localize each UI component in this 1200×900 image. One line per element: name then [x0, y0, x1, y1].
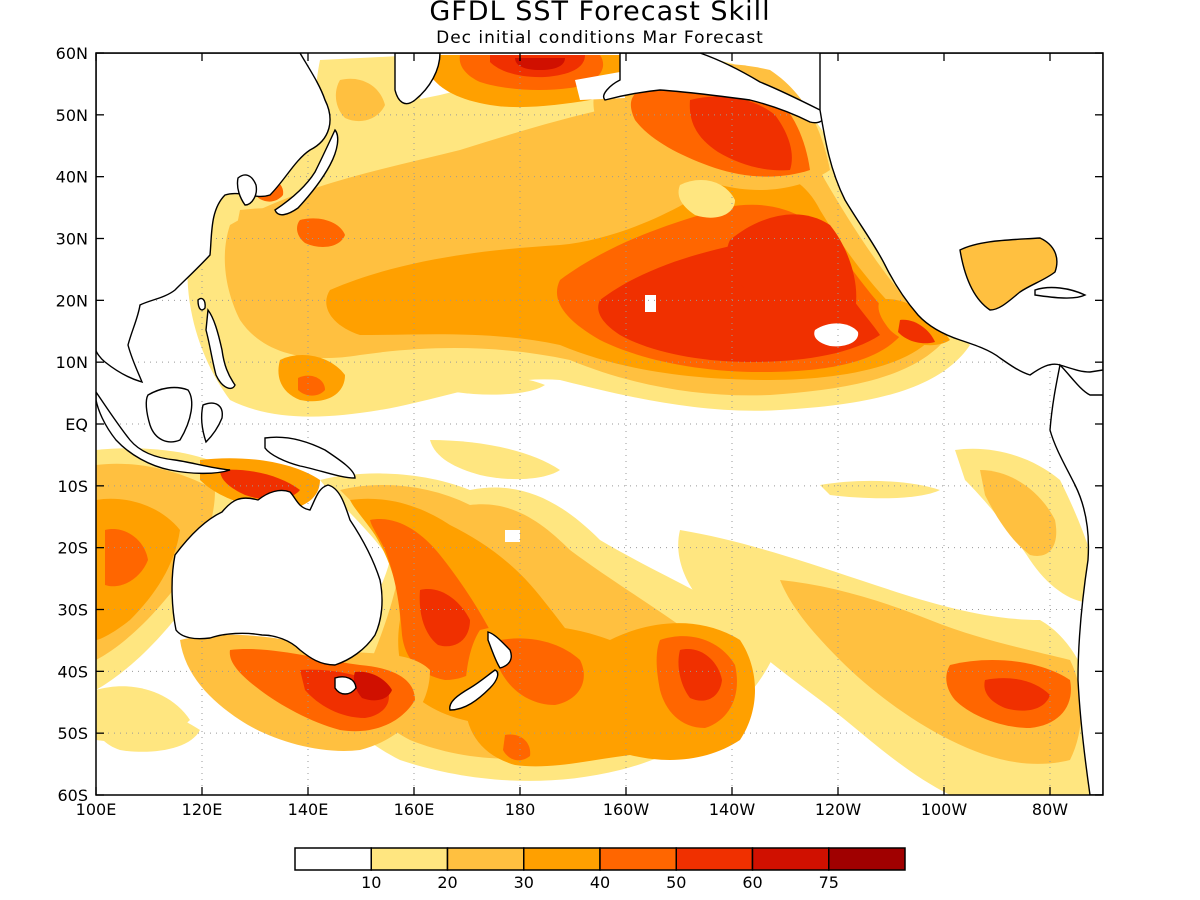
longitude-axis: 100E 120E 140E 160E 180 160W 140W 120W 100W 80W — [76, 53, 1068, 819]
taiwan-land — [197, 297, 206, 311]
lat-tick-label: 40N — [56, 168, 88, 187]
lon-tick-label: 140E — [288, 800, 329, 819]
asia-mainland-land — [96, 53, 331, 384]
japan-land — [274, 128, 339, 216]
philippines-land — [205, 308, 236, 390]
lat-tick-label: 30S — [57, 601, 88, 620]
lon-tick-label: 160W — [603, 800, 650, 819]
skill-contour-fields — [96, 55, 1103, 795]
lat-tick-label: 60S — [57, 786, 88, 805]
colorbar-swatch — [828, 847, 906, 871]
lon-tick-label: 120W — [815, 800, 862, 819]
colorbar-label: 20 — [437, 873, 457, 892]
continent-outlines — [96, 53, 1103, 795]
colorbar-swatch — [675, 847, 754, 871]
lat-tick-label: 50S — [57, 724, 88, 743]
lon-tick-label: 160E — [394, 800, 435, 819]
australia-land — [171, 484, 383, 666]
colorbar-swatch — [751, 847, 830, 871]
colorbar-swatch — [370, 847, 449, 871]
colorbar-label: 75 — [819, 873, 839, 892]
equatorial-skill-field — [430, 375, 940, 499]
chart-title: GFDL SST Forecast Skill — [429, 0, 771, 27]
lon-tick-label: 140W — [709, 800, 756, 819]
lon-tick-label: 100E — [76, 800, 117, 819]
south-pacific-skill-field — [465, 623, 755, 767]
lat-tick-label: EQ — [65, 415, 88, 434]
colorbar-label: 60 — [742, 873, 762, 892]
southeast-pacific-skill-field — [678, 448, 1103, 795]
new-zealand-north-land — [487, 631, 512, 669]
lat-tick-label: 10S — [57, 477, 88, 496]
colorbar-label: 30 — [514, 873, 534, 892]
colorbar-swatch — [523, 847, 601, 871]
colorbar-swatch — [446, 847, 525, 871]
new-guinea-land — [264, 436, 356, 479]
sulawesi-land — [200, 402, 223, 444]
colorbar: 10 20 30 40 50 60 75 — [294, 847, 906, 892]
lon-tick-label: 100W — [921, 800, 968, 819]
sumatra-java-land — [96, 390, 231, 475]
lon-tick-label: 180 — [505, 800, 536, 819]
colorbar-swatch — [599, 847, 677, 871]
lon-tick-label: 120E — [182, 800, 223, 819]
new-zealand-south-land — [449, 669, 499, 711]
borneo-land — [145, 386, 193, 443]
colorbar-swatch — [294, 847, 372, 871]
lat-tick-label: 30N — [56, 230, 88, 249]
south-america-land — [1049, 363, 1103, 795]
korea-land — [236, 174, 258, 206]
alaska-land — [603, 53, 825, 124]
cuba-land — [1034, 286, 1087, 299]
colorbar-label: 50 — [666, 873, 686, 892]
lat-tick-label: 50N — [56, 106, 88, 125]
chart-subtitle: Dec initial conditions Mar Forecast — [436, 28, 764, 48]
kamchatka-land — [394, 53, 441, 105]
lat-tick-label: 20S — [57, 539, 88, 558]
lat-tick-label: 40S — [57, 662, 88, 681]
lon-tick-label: 80W — [1032, 800, 1068, 819]
lat-lon-grid — [96, 53, 1103, 795]
lat-tick-label: 60N — [56, 44, 88, 63]
lat-tick-label: 10N — [56, 353, 88, 372]
tasmania-land — [334, 676, 357, 695]
colorbar-label: 10 — [361, 873, 381, 892]
latitude-axis: 60N 50N 40N 30N 20N 10N EQ 10S 20S 30S 40S 50S 60S — [56, 44, 1103, 805]
gulf-of-mexico-water — [959, 237, 1058, 311]
bering-sea-skill-field — [430, 55, 629, 108]
lat-tick-label: 20N — [56, 291, 88, 310]
indian-ocean-skill-field — [96, 448, 233, 742]
colorbar-label: 40 — [590, 873, 610, 892]
